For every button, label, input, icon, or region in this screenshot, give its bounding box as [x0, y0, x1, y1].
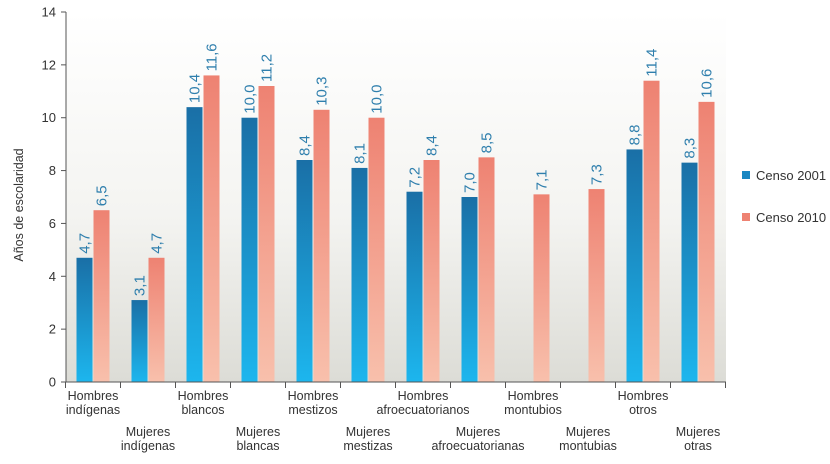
legend-label: Censo 2010 [756, 210, 826, 225]
category-label: Hombres [618, 389, 669, 403]
bar-censo-2010 [258, 86, 275, 382]
category-label: blancas [236, 439, 279, 453]
category-label: Hombres [288, 389, 339, 403]
category-label: afroecuatorianas [431, 439, 524, 453]
category-label: Mujeres [456, 425, 500, 439]
bar-value-label: 8,5 [479, 132, 496, 153]
category-label: Mujeres [126, 425, 170, 439]
bar-censo-2010 [368, 117, 385, 382]
y-tick-label: 14 [42, 5, 56, 20]
category-label: montubias [559, 439, 617, 453]
bar-censo-2010 [643, 80, 660, 382]
bar-censo-2010 [533, 194, 550, 382]
bar-value-label: 7,2 [407, 167, 424, 188]
category-label: indígenas [66, 403, 120, 417]
bar-censo-2001 [461, 197, 478, 382]
bar-value-label: 11,6 [204, 43, 221, 71]
bar-censo-2001 [406, 191, 423, 382]
bar-value-label: 8,4 [297, 135, 314, 156]
bar-value-label: 7,0 [462, 172, 479, 193]
bar-value-label: 4,7 [149, 233, 166, 254]
y-tick-label: 4 [49, 269, 56, 284]
bar-value-label: 10,6 [699, 69, 716, 98]
y-tick-label: 2 [49, 322, 56, 337]
bar-value-label: 10,0 [242, 85, 259, 114]
category-label: Hombres [398, 389, 449, 403]
bar-censo-2001 [76, 257, 93, 382]
bar-censo-2010 [588, 189, 605, 382]
category-label: Mujeres [566, 425, 610, 439]
bar-censo-2010 [423, 160, 440, 382]
bar-value-label: 7,1 [534, 169, 551, 190]
bar-value-label: 8,1 [352, 143, 369, 164]
category-label: Mujeres [346, 425, 390, 439]
bar-value-label: 7,3 [589, 164, 606, 185]
category-label: otros [629, 403, 657, 417]
bar-censo-2010 [478, 157, 495, 382]
y-tick-label: 6 [49, 216, 56, 231]
category-label: afroecuatorianos [376, 403, 469, 417]
bar-censo-2001 [296, 160, 313, 382]
category-label: Hombres [178, 389, 229, 403]
bar-censo-2010 [203, 75, 220, 382]
category-label: Mujeres [236, 425, 280, 439]
bar-censo-2010 [148, 257, 165, 382]
category-label: mestizas [343, 439, 392, 453]
bar-value-label: 4,7 [77, 233, 94, 254]
category-label: Hombres [68, 389, 119, 403]
bar-value-label: 8,4 [424, 135, 441, 156]
y-tick-label: 0 [49, 375, 56, 390]
bar-value-label: 11,2 [259, 54, 276, 82]
bar-censo-2001 [186, 107, 203, 383]
bar-censo-2001 [131, 300, 148, 382]
y-axis-title: Años de escolaridad [12, 148, 26, 261]
bar-value-label: 10,3 [314, 77, 331, 106]
category-label: indígenas [121, 439, 175, 453]
category-label: blancos [181, 403, 224, 417]
bar-value-label: 11,4 [644, 49, 661, 77]
plot-background [66, 12, 726, 382]
bar-value-label: 10,0 [369, 85, 386, 114]
legend-swatch-censo-2010 [742, 213, 750, 221]
bar-value-label: 3,1 [132, 275, 149, 296]
category-label: mestizos [288, 403, 337, 417]
y-tick-label: 10 [42, 110, 56, 125]
bar-censo-2010 [313, 109, 330, 383]
y-tick-label: 12 [42, 57, 56, 72]
y-tick-label: 8 [49, 163, 56, 178]
category-label: Hombres [508, 389, 559, 403]
bar-censo-2001 [681, 162, 698, 382]
bar-value-label: 10,4 [187, 74, 204, 103]
bar-value-label: 8,3 [682, 138, 699, 159]
bar-censo-2001 [626, 149, 643, 382]
bar-value-label: 6,5 [94, 185, 111, 206]
legend-label: Censo 2001 [756, 168, 826, 183]
category-label: montubios [504, 403, 562, 417]
bar-censo-2001 [241, 117, 258, 382]
bar-censo-2001 [351, 167, 368, 382]
bar-censo-2010 [698, 101, 715, 382]
bar-censo-2010 [93, 210, 110, 382]
category-label: otras [684, 439, 712, 453]
legend-swatch-censo-2001 [742, 171, 750, 179]
category-label: Mujeres [676, 425, 720, 439]
bar-value-label: 8,8 [627, 125, 644, 146]
